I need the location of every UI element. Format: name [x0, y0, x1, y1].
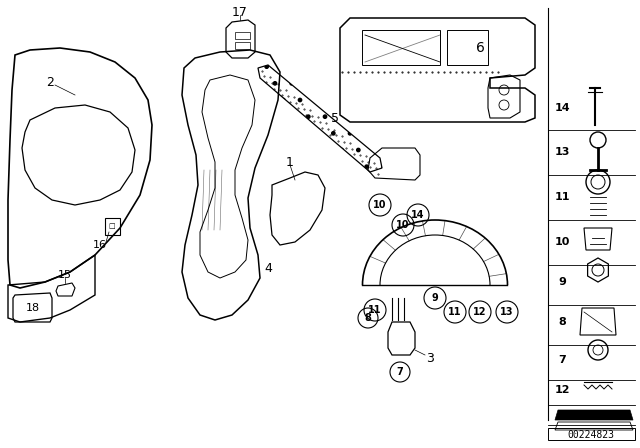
Text: 4: 4 [264, 262, 272, 275]
Text: 9: 9 [431, 293, 438, 303]
Text: □: □ [109, 223, 115, 229]
Text: 12: 12 [554, 385, 570, 395]
Text: 10: 10 [373, 200, 387, 210]
Text: 8: 8 [558, 317, 566, 327]
Polygon shape [555, 410, 633, 420]
Text: 11: 11 [448, 307, 461, 317]
Text: 9: 9 [558, 277, 566, 287]
Text: 13: 13 [500, 307, 514, 317]
Text: 12: 12 [473, 307, 487, 317]
Text: 5: 5 [331, 112, 339, 125]
Text: 10: 10 [396, 220, 410, 230]
Text: 11: 11 [368, 305, 381, 315]
Text: 3: 3 [426, 352, 434, 365]
Text: 8: 8 [365, 313, 371, 323]
Text: 14: 14 [412, 210, 425, 220]
Text: 7: 7 [558, 355, 566, 365]
Text: 18: 18 [26, 303, 40, 313]
Text: 16: 16 [93, 240, 107, 250]
Text: 13: 13 [554, 147, 570, 157]
Text: 6: 6 [476, 41, 484, 55]
Text: 14: 14 [554, 103, 570, 113]
Text: 10: 10 [554, 237, 570, 247]
Text: 15: 15 [58, 270, 72, 280]
Text: 1: 1 [286, 155, 294, 168]
Text: 2: 2 [46, 76, 54, 89]
Text: 11: 11 [554, 192, 570, 202]
Text: 00224823: 00224823 [568, 430, 614, 440]
Text: 7: 7 [397, 367, 403, 377]
Text: 17: 17 [232, 5, 248, 18]
